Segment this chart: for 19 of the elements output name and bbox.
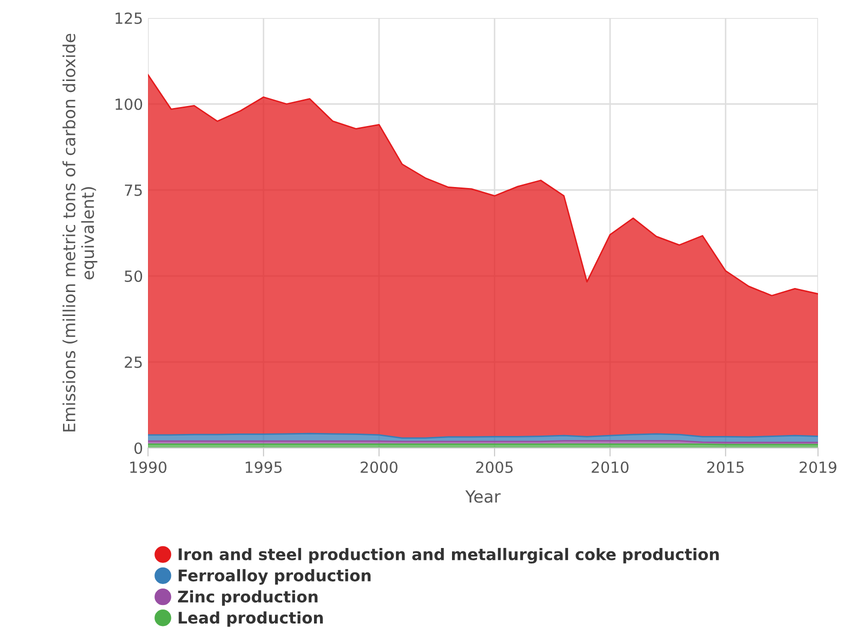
y-tick-label: 0	[134, 442, 142, 454]
y-axis-title: Emissions (million metric tons of carbon dioxide equivalent)	[62, 34, 98, 432]
x-tick-label: 2000	[360, 461, 398, 474]
y-tick-label: 125	[116, 12, 142, 24]
y-tick-label: 25	[124, 356, 142, 368]
x-tick-label: 2010	[592, 461, 628, 474]
y-tick-label: 75	[124, 184, 142, 196]
legend-label: Lead production	[178, 611, 323, 627]
x-tick-label: 1995	[246, 461, 282, 474]
x-tick-label: 2005	[476, 461, 513, 474]
y-tick-label: 50	[124, 270, 142, 282]
legend-label: Zinc production	[178, 590, 318, 606]
x-tick-label: 2015	[707, 461, 744, 474]
legend-label: Iron and steel production and metallurgical coke production	[178, 548, 719, 564]
legend-label: Ferroalloy production	[178, 569, 371, 585]
x-tick-label: 1990	[130, 461, 166, 474]
x-axis-title: Year	[465, 490, 501, 503]
y-tick-label: 100	[116, 98, 142, 110]
x-tick-label: 2019	[800, 461, 836, 474]
